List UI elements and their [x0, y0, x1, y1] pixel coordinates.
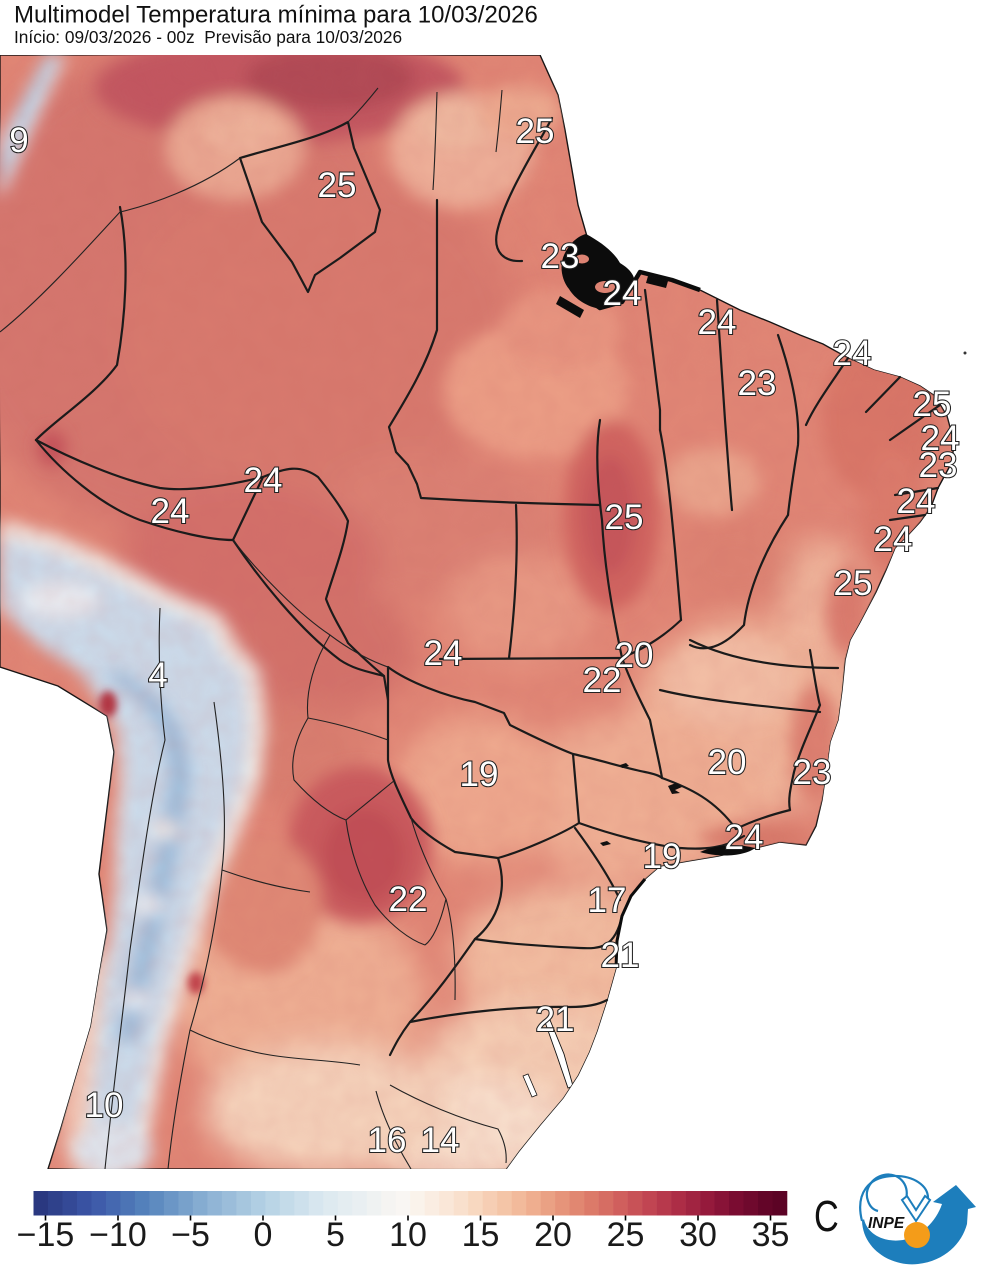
svg-text:30: 30 [679, 1216, 717, 1254]
svg-text:20: 20 [534, 1216, 572, 1254]
svg-text:35: 35 [752, 1216, 790, 1254]
svg-text:23: 23 [738, 364, 777, 403]
svg-text:10: 10 [85, 1086, 124, 1125]
svg-text:19: 19 [643, 837, 682, 876]
svg-text:−10: −10 [89, 1216, 147, 1254]
svg-text:25: 25 [516, 112, 555, 151]
svg-text:15: 15 [462, 1216, 500, 1254]
svg-text:24: 24 [244, 461, 283, 500]
svg-text:24: 24 [603, 274, 642, 313]
svg-text:25: 25 [607, 1216, 645, 1254]
svg-text:24: 24 [151, 492, 190, 531]
svg-text:25: 25 [834, 564, 873, 603]
svg-text:17: 17 [588, 881, 627, 920]
svg-text:C: C [814, 1192, 839, 1241]
svg-text:19: 19 [460, 755, 499, 794]
svg-text:4: 4 [148, 656, 167, 695]
svg-text:24: 24 [921, 419, 960, 458]
svg-text:24: 24 [833, 334, 872, 373]
svg-text:14: 14 [421, 1121, 460, 1160]
svg-text:24: 24 [698, 303, 737, 342]
svg-text:Multimodel Temperatura mínima: Multimodel Temperatura mínima para 10/03… [14, 2, 538, 29]
svg-text:22: 22 [583, 661, 622, 700]
svg-text:INPE: INPE [868, 1215, 905, 1232]
svg-text:25: 25 [913, 385, 952, 424]
svg-text:Início: 09/03/2026 - 00z Prev: Início: 09/03/2026 - 00z Previsão para 1… [14, 27, 402, 47]
svg-text:25: 25 [318, 166, 357, 205]
svg-text:23: 23 [919, 446, 958, 485]
svg-text:24: 24 [897, 482, 936, 521]
svg-text:10: 10 [389, 1216, 427, 1254]
svg-text:22: 22 [389, 880, 428, 919]
svg-text:20: 20 [708, 743, 747, 782]
svg-text:24: 24 [725, 818, 764, 857]
svg-text:−5: −5 [171, 1216, 210, 1254]
svg-text:16: 16 [368, 1121, 407, 1160]
svg-text:0: 0 [254, 1216, 273, 1254]
svg-text:24: 24 [874, 520, 913, 559]
svg-text:20: 20 [615, 636, 654, 675]
svg-text:21: 21 [601, 936, 640, 975]
svg-text:23: 23 [793, 753, 832, 792]
svg-text:5: 5 [326, 1216, 345, 1254]
svg-text:21: 21 [536, 1000, 575, 1039]
svg-text:−15: −15 [17, 1216, 75, 1254]
svg-text:24: 24 [424, 634, 463, 673]
svg-text:25: 25 [605, 498, 644, 537]
svg-text:9: 9 [9, 121, 28, 160]
svg-text:23: 23 [541, 237, 580, 276]
